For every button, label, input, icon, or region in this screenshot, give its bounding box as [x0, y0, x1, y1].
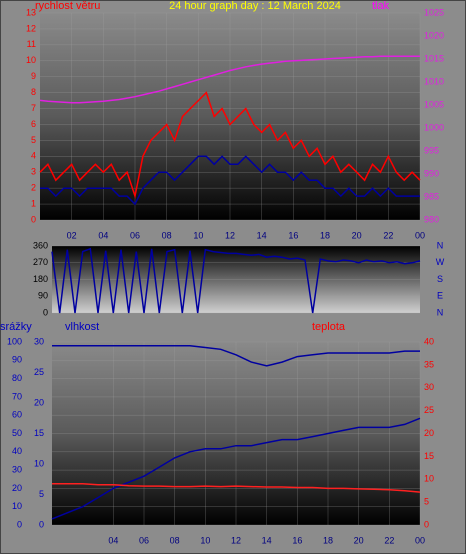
y3-tick-label: 15 [34, 428, 44, 438]
y-tick-label: 270 [33, 257, 48, 267]
y2-tick-label: 25 [424, 405, 434, 415]
y2-tick-label: 1020 [424, 30, 444, 40]
x-tick-label: 22 [383, 230, 393, 240]
y2-tick-label: 1000 [424, 122, 444, 132]
y-tick-label: 12 [26, 23, 36, 33]
y-tick-label: 0 [17, 519, 22, 529]
x-tick-label: 08 [162, 230, 172, 240]
y2-tick-label: N [437, 240, 444, 250]
x-tick-label: 04 [108, 535, 118, 545]
y3-tick-label: 20 [34, 397, 44, 407]
y-tick-label: 9 [31, 71, 36, 81]
y-tick-label: 0 [43, 307, 48, 317]
y3-tick-label: 30 [34, 336, 44, 346]
y-tick-label: 10 [26, 55, 36, 65]
y2-tick-label: 40 [424, 336, 434, 346]
x-tick-label: 06 [130, 230, 140, 240]
series-line [39, 91, 421, 200]
y2-tick-label: 1010 [424, 76, 444, 86]
x-tick-label: 12 [225, 230, 235, 240]
y-tick-label: 13 [26, 7, 36, 17]
y-tick-label: 70 [12, 391, 22, 401]
y-tick-label: 2 [31, 183, 36, 193]
y-tick-label: 20 [12, 483, 22, 493]
x-tick-label: 00 [415, 535, 425, 545]
y2-tick-label: 30 [424, 382, 434, 392]
y2-tick-label: 0 [424, 519, 429, 529]
y-tick-label: 10 [12, 501, 22, 511]
y2-tick-label: 995 [424, 145, 439, 155]
x-tick-label: 16 [292, 535, 302, 545]
y-tick-label: 90 [38, 291, 48, 301]
y3-tick-label: 0 [39, 519, 44, 529]
y2-tick-label: 1005 [424, 99, 444, 109]
x-tick-label: 08 [170, 535, 180, 545]
y2-label: teplota [312, 321, 346, 333]
y2-tick-label: 10 [424, 474, 434, 484]
y-label: srážky [0, 321, 32, 333]
y2-tick-label: 5 [424, 497, 429, 507]
y3-tick-label: 5 [39, 489, 44, 499]
x-tick-label: 18 [320, 230, 330, 240]
y2-tick-label: 980 [424, 214, 439, 224]
series-line [52, 344, 420, 367]
y2-tick-label: 20 [424, 428, 434, 438]
y-tick-label: 11 [27, 39, 36, 49]
y-tick-label: 80 [12, 373, 22, 383]
title: 24 hour graph day : 12 March 2024 [169, 0, 341, 12]
y-tick-label: 100 [7, 336, 22, 346]
x-tick-label: 16 [288, 230, 298, 240]
x-tick-label: 04 [98, 230, 108, 240]
x-tick-label: 06 [139, 535, 149, 545]
y2-tick-label: W [436, 257, 445, 267]
series-line [40, 155, 420, 206]
y-tick-label: 7 [31, 103, 36, 113]
x-tick-label: 14 [262, 535, 272, 545]
y-tick-label: 30 [12, 464, 22, 474]
x-tick-label: 20 [354, 535, 364, 545]
y2-tick-label: S [437, 274, 443, 284]
y-tick-label: 50 [12, 428, 22, 438]
y-tick-label: 4 [31, 151, 36, 161]
y2-tick-label: 990 [424, 168, 439, 178]
y2-tick-label: E [437, 291, 443, 301]
x-tick-label: 14 [257, 230, 267, 240]
x-tick-label: 02 [67, 230, 77, 240]
y2-tick-label: 35 [424, 359, 434, 369]
y2-label: tlak [372, 0, 390, 12]
x-tick-label: 20 [352, 230, 362, 240]
x-tick-label: 10 [200, 535, 210, 545]
y-tick-label: 180 [33, 274, 48, 284]
y2-tick-label: 985 [424, 191, 439, 201]
y-tick-label: 1 [31, 198, 36, 208]
y-tick-label: 3 [31, 167, 36, 177]
y2-tick-label: 1015 [424, 53, 444, 63]
y-tick-label: 8 [31, 87, 36, 97]
x-tick-label: 00 [415, 230, 425, 240]
series-line [51, 247, 421, 314]
y2-tick-label: 1025 [424, 7, 444, 17]
x-tick-label: 10 [193, 230, 203, 240]
y2-tick-label: 15 [424, 451, 434, 461]
y-tick-label: 5 [31, 135, 36, 145]
y-tick-label: 90 [12, 355, 22, 365]
series-line [52, 483, 421, 493]
y-label: rychlost větru [35, 0, 100, 12]
y-tick-label: 6 [31, 119, 36, 129]
series-line [39, 55, 420, 104]
y3-tick-label: 25 [34, 367, 44, 377]
y-tick-label: 40 [12, 446, 22, 456]
y3-label: vlhkost [65, 321, 99, 333]
x-tick-label: 18 [323, 535, 333, 545]
series-line [51, 417, 421, 520]
x-tick-label: 12 [231, 535, 241, 545]
y-tick-label: 360 [33, 240, 48, 250]
x-tick-label: 22 [384, 535, 394, 545]
y3-tick-label: 10 [34, 458, 44, 468]
y-tick-label: 0 [31, 214, 36, 224]
y2-tick-label: N [437, 307, 444, 317]
y-tick-label: 60 [12, 410, 22, 420]
